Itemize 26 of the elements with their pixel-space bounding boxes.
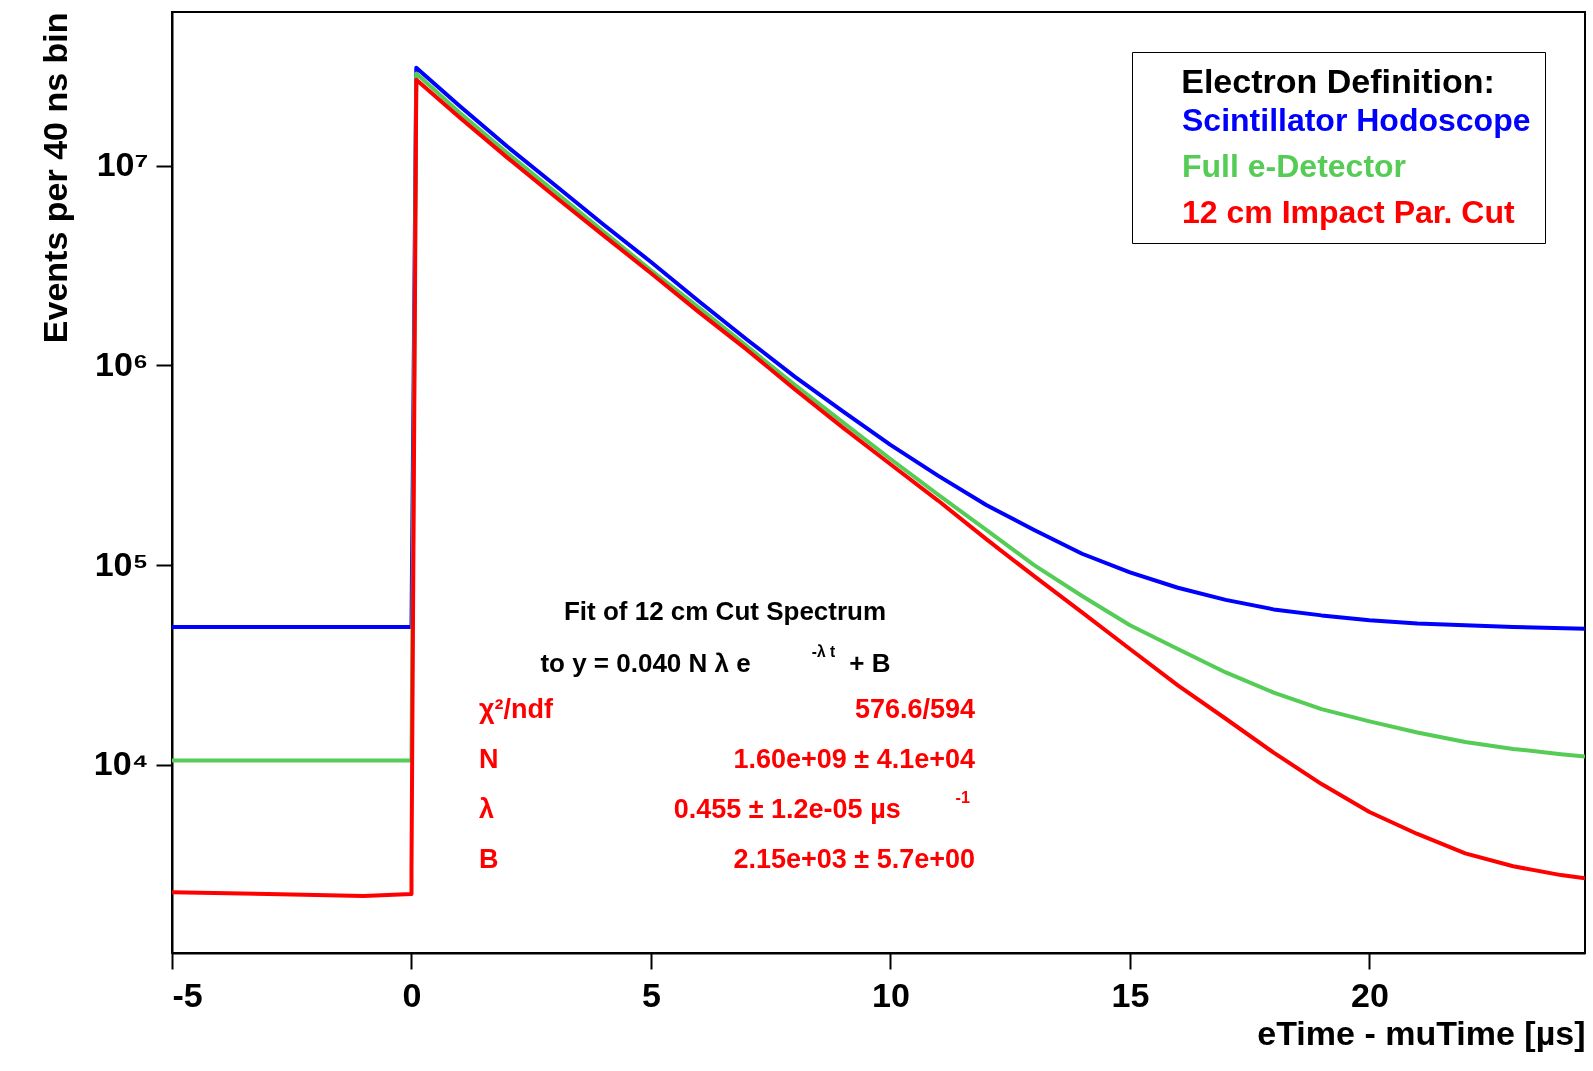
x-tick-label: 20 bbox=[1351, 975, 1389, 1014]
x-tick-label: 0 bbox=[402, 975, 422, 1014]
annotation: Fit of 12 cm Cut Spectrum bbox=[563, 596, 887, 626]
legend-title: Electron Definition: bbox=[1181, 62, 1495, 100]
text: 0.455 ± 1.2e-05 µs-1 bbox=[673, 787, 970, 824]
text: Scintillator Hodoscope bbox=[1182, 102, 1531, 138]
annotation: λ bbox=[479, 794, 495, 824]
text: 12 cm Impact Par. Cut bbox=[1182, 194, 1515, 230]
annotation: 1.60e+09 ± 4.1e+04 bbox=[733, 744, 975, 774]
y-tick-label: 10⁴ bbox=[93, 744, 149, 783]
annotation: N bbox=[479, 744, 499, 774]
y-tick-label: 10⁶ bbox=[95, 345, 149, 383]
x-tick-label: 15 bbox=[1111, 975, 1150, 1014]
annotation: B bbox=[479, 844, 499, 874]
annotation: χ²/ndf bbox=[479, 694, 555, 724]
annotation: 2.15e+03 ± 5.7e+00 bbox=[733, 844, 975, 874]
text: to y = 0.040 N λ e-λ t + B bbox=[540, 643, 891, 678]
y-axis-title: Events per 40 ns bin bbox=[35, 12, 74, 344]
x-tick-label: -5 bbox=[172, 975, 203, 1014]
x-axis-title: eTime - muTime [µs] bbox=[1257, 1013, 1586, 1052]
y-tick-label: 10⁷ bbox=[96, 145, 149, 184]
annotation: 576.6/594 bbox=[854, 694, 975, 724]
text: Full e-Detector bbox=[1182, 148, 1407, 184]
x-tick-label: 10 bbox=[872, 975, 910, 1014]
y-tick-label: 10⁵ bbox=[94, 544, 149, 583]
x-tick-label: 5 bbox=[642, 975, 661, 1014]
